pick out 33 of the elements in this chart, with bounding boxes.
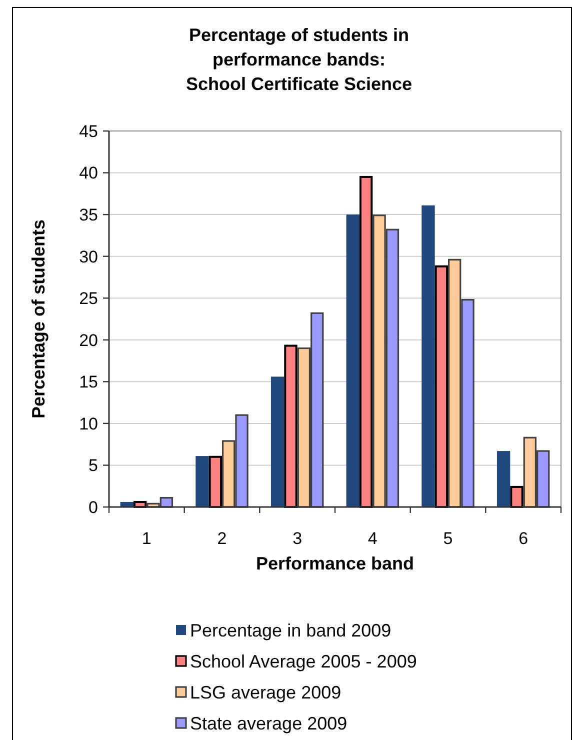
y-tick-label: 0 <box>88 498 98 517</box>
chart-title: Percentage of students in performance bands: School Certificate Science <box>186 25 412 94</box>
bar <box>359 176 373 508</box>
bar <box>208 456 222 508</box>
x-axis-title: Performance band <box>256 553 414 574</box>
y-tick-label: 45 <box>79 122 98 141</box>
bar <box>284 344 298 508</box>
legend-label: LSG average 2009 <box>190 682 342 702</box>
x-tick-label: 6 <box>518 528 528 548</box>
legend-label: School Average 2005 - 2009 <box>190 651 417 672</box>
bar <box>496 451 510 507</box>
x-tick-label: 1 <box>142 528 152 548</box>
bar <box>196 456 209 507</box>
y-tick-label: 15 <box>79 372 98 392</box>
bar <box>346 214 360 507</box>
y-tick-label: 20 <box>79 330 98 350</box>
y-tick-label: 25 <box>79 289 98 308</box>
bar <box>270 376 284 507</box>
y-tick-label: 30 <box>79 247 98 266</box>
bar <box>434 265 448 508</box>
bar <box>510 486 524 508</box>
x-tick-label: 4 <box>368 528 378 548</box>
x-tick-label: 3 <box>292 528 302 548</box>
y-tick-label: 40 <box>79 164 98 183</box>
x-tick-label: 5 <box>443 528 453 548</box>
y-axis-title: Percentage of students <box>28 219 48 419</box>
y-tick-label: 35 <box>79 206 98 225</box>
legend-label: Percentage in band 2009 <box>190 620 392 640</box>
x-tick-label: 2 <box>217 528 227 548</box>
y-tick-label: 5 <box>88 456 98 476</box>
legend-label: State average 2009 <box>190 713 348 734</box>
y-tick-label: 10 <box>79 414 98 434</box>
bar <box>422 205 435 507</box>
